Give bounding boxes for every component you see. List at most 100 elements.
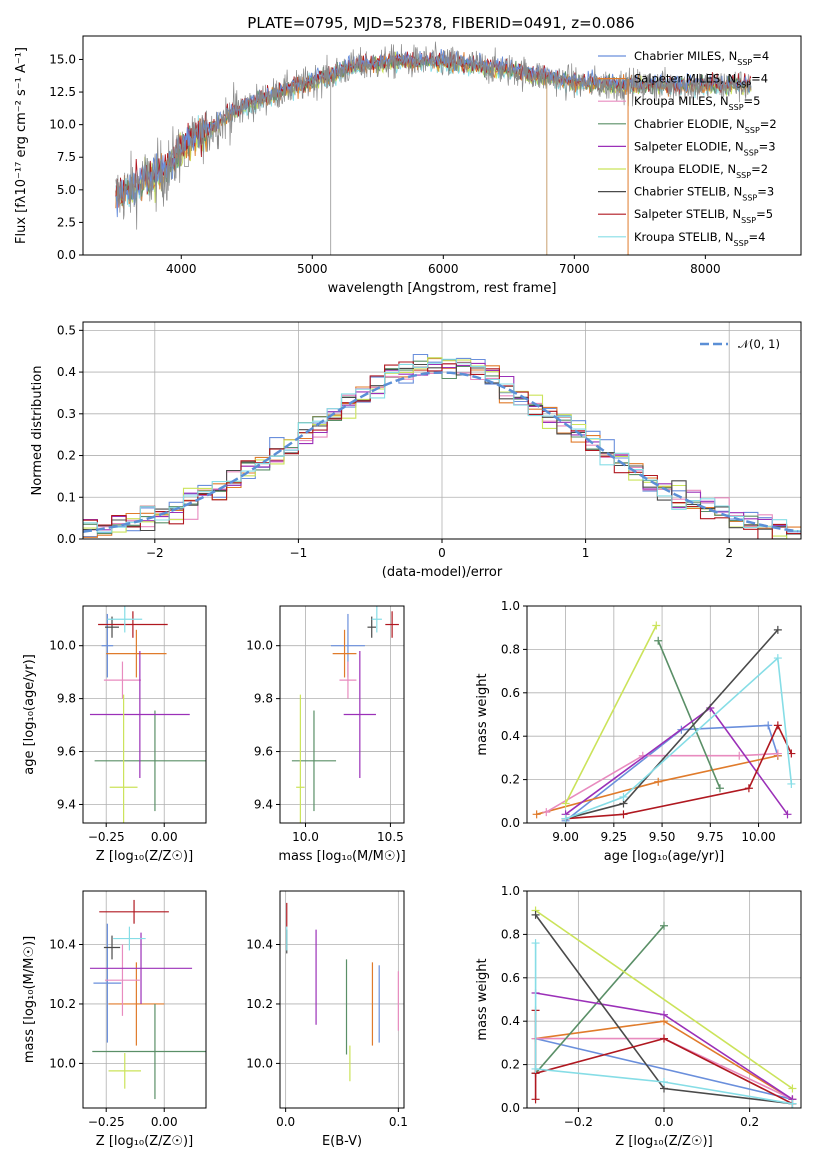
- x-tick-label: 10.00: [741, 830, 775, 844]
- y-tick-label: 12.5: [49, 85, 76, 99]
- y-tick-label: 10.4: [246, 938, 273, 952]
- weight-point-marker: [660, 1010, 668, 1019]
- weight-vs-Z-panel: −0.2 0.0 0.2 0.0 0.2 0.4 0.6 0.8 1.0 Z [log₁₀(Z/Z…: [475, 884, 802, 1149]
- age-vs-Z-y-label: age [log₁₀(age/yr)]: [22, 654, 37, 775]
- legend-label: Chabrier ELODIE, NSSP=2: [634, 117, 777, 135]
- y-tick-label: 10.0: [246, 1056, 273, 1070]
- weight-point-marker: [744, 784, 753, 793]
- weight-line: [535, 1037, 793, 1101]
- mass-vs-Z-plot: [89, 899, 206, 1100]
- legend-label: Salpeter MILES, NSSP=4: [634, 72, 768, 90]
- y-tick-label: 0.0: [501, 1101, 520, 1115]
- weight-point-marker: [735, 751, 744, 760]
- weight-line: [565, 656, 793, 820]
- weight-vs-age-frame: [526, 605, 802, 824]
- weight-point-marker: [764, 721, 773, 730]
- y-tick-label: 9.6: [254, 745, 273, 759]
- weight-point-marker: [619, 792, 628, 801]
- legend-label: Salpeter STELIB, NSSP=5: [634, 207, 773, 225]
- weight-point-marker: [787, 779, 796, 788]
- residuals-plot: [83, 353, 801, 539]
- mass-vs-Z-panel: −0.25 0.00 10.0 10.2 10.4 Z [log₁₀(Z/Z☉)] mass…: [22, 890, 207, 1149]
- spectrum-plot: [115, 41, 752, 255]
- weight-point-marker: [531, 1064, 540, 1073]
- weight-point-marker: [773, 721, 782, 730]
- mass-vs-ebv-grid: [280, 891, 404, 1108]
- y-tick-label: 0.3: [57, 407, 76, 421]
- spectrum-legend: Chabrier MILES, NSSP=4 Salpeter MILES, NS…: [598, 49, 777, 247]
- age-vs-mass-panel: 10.0 10.5 9.4 9.6 9.8 10.0 mass [log₁₀(M/M☉)]: [246, 605, 406, 864]
- legend-label: Salpeter ELODIE, NSSP=3: [634, 139, 776, 157]
- y-tick-label: 0.4: [57, 365, 76, 379]
- weight-point-marker: [660, 1077, 668, 1086]
- histogram-step-line: [83, 361, 801, 539]
- x-tick-label: −2: [146, 546, 164, 560]
- y-tick-label: 0.4: [501, 1014, 520, 1028]
- gaussian-legend-label: 𝒩(0, 1): [738, 337, 780, 351]
- y-tick-label: 1.0: [501, 599, 520, 613]
- weight-vs-age-plot: [532, 621, 796, 823]
- y-tick-label: 10.2: [49, 997, 76, 1011]
- age-vs-mass-frame: [279, 605, 405, 824]
- y-tick-label: 9.4: [254, 797, 273, 811]
- weight-line: [564, 625, 658, 804]
- weight-vs-Z-plot: [531, 906, 797, 1108]
- weight-vs-age-panel: 9.00 9.25 9.50 9.75 10.00 0.0 0.2 0.4 0.6 0.8 1.0 a…: [475, 599, 802, 864]
- y-tick-label: 0.2: [501, 1058, 520, 1072]
- gaussian-curve: [83, 371, 799, 533]
- y-tick-label: 7.5: [57, 150, 76, 164]
- mass-vs-ebv-x-label: E(B-V): [322, 1134, 362, 1149]
- weight-point-marker: [660, 1034, 668, 1043]
- x-tick-label: 9.50: [649, 830, 676, 844]
- x-tick-label: −0.25: [88, 1115, 125, 1129]
- weight-point-marker: [773, 654, 782, 663]
- age-vs-Z-panel: −0.25 0.00 9.4 9.6 9.8 10.0 Z [log₁₀(Z/Z☉)] age…: [22, 605, 207, 864]
- x-tick-label: 1: [582, 546, 590, 560]
- weight-point-marker: [561, 799, 570, 808]
- weight-point-marker: [783, 810, 792, 819]
- y-tick-label: 10.0: [49, 1056, 76, 1070]
- y-tick-label: 10.0: [49, 639, 76, 653]
- spectrum-y-label: Flux [fλ10⁻¹⁷ erg cm⁻² s⁻¹ A⁻¹]: [14, 47, 29, 244]
- age-vs-Z-x-label: Z [log₁₀(Z/Z☉)]: [96, 849, 193, 864]
- weight-point-marker: [788, 1084, 797, 1093]
- y-tick-label: 0.5: [57, 323, 76, 337]
- weight-point-marker: [654, 777, 663, 786]
- mass-vs-Z-frame: [82, 890, 207, 1109]
- y-tick-label: 10.0: [246, 639, 273, 653]
- legend-label: Chabrier STELIB, NSSP=3: [634, 185, 774, 203]
- weight-point-marker: [660, 921, 668, 930]
- figure-title: PLATE=0795, MJD=52378, FIBERID=0491, z=0…: [247, 14, 634, 32]
- x-tick-label: 0.2: [740, 1115, 759, 1129]
- legend-label: Kroupa MILES, NSSP=5: [634, 94, 760, 112]
- y-tick-label: 10.4: [49, 938, 76, 952]
- data-spectrum-line: [115, 41, 752, 230]
- y-tick-label: 5.0: [57, 183, 76, 197]
- age-vs-Z-frame: [82, 605, 207, 824]
- x-tick-label: 0.00: [151, 1115, 178, 1129]
- legend-label: Kroupa STELIB, NSSP=4: [634, 230, 765, 248]
- y-tick-label: 0.4: [501, 729, 520, 743]
- y-tick-label: 9.4: [57, 797, 76, 811]
- x-tick-label: 0: [438, 546, 446, 560]
- y-tick-label: 9.8: [254, 692, 273, 706]
- spectrum-frame: [82, 35, 802, 256]
- y-tick-label: 0.8: [501, 927, 520, 941]
- x-tick-label: 8000: [690, 262, 721, 276]
- mass-vs-Z-x-label: Z [log₁₀(Z/Z☉)]: [96, 1134, 193, 1149]
- y-tick-label: 0.2: [501, 773, 520, 787]
- age-vs-mass-plot: [291, 606, 399, 823]
- mass-vs-ebv-plot: [286, 902, 399, 1082]
- mass-vs-Z-y-label: mass [log₁₀(M/M☉)]: [22, 936, 37, 1063]
- weight-point-marker: [531, 910, 540, 919]
- weight-point-marker: [561, 814, 570, 823]
- weight-point-marker: [773, 749, 782, 758]
- y-tick-label: 2.5: [57, 215, 76, 229]
- y-tick-label: 0.1: [57, 490, 76, 504]
- weight-line: [535, 909, 793, 1090]
- weight-point-marker: [654, 636, 663, 645]
- legend-label: Kroupa ELODIE, NSSP=2: [634, 162, 768, 180]
- y-tick-label: 1.0: [501, 884, 520, 898]
- x-tick-label: 7000: [559, 262, 590, 276]
- x-tick-label: 0.00: [151, 830, 178, 844]
